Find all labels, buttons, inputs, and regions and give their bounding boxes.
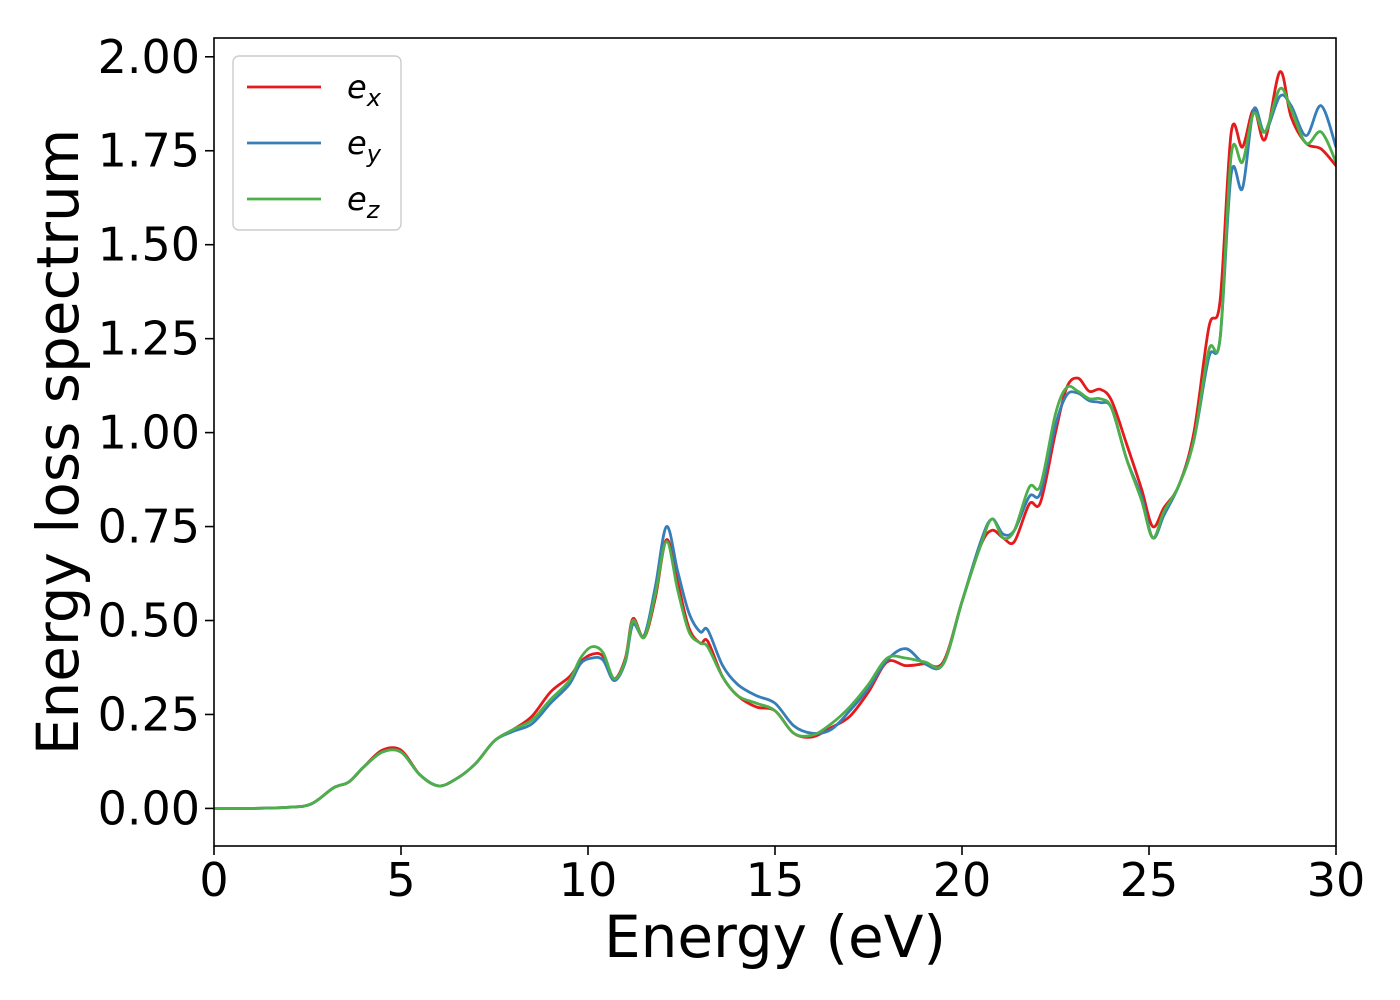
legend-label-z: ez (347, 180, 381, 224)
y-tick-label: 1.25 (98, 312, 200, 366)
y-tick-label: 0.25 (98, 687, 200, 741)
x-axis-ticks: 0 5 10 15 20 25 30 (199, 846, 1365, 907)
x-tick-label: 30 (1307, 853, 1366, 907)
y-tick-label: 2.00 (98, 30, 200, 84)
x-tick-label: 20 (933, 853, 992, 907)
series-layer (214, 70, 1336, 810)
x-tick-label: 25 (1120, 853, 1179, 907)
y-axis-ticks: 0.00 0.25 0.50 0.75 1.00 1.25 1.50 1.75 2.00 (98, 30, 214, 835)
x-tick-label: 15 (746, 853, 805, 907)
y-tick-label: 1.50 (98, 218, 200, 272)
x-tick-label: 10 (559, 853, 618, 907)
y-tick-label: 1.75 (98, 124, 200, 178)
y-tick-label: 1.00 (98, 406, 200, 460)
legend: ex ey ez (232, 55, 402, 231)
y-tick-label: 0.00 (98, 781, 200, 835)
y-tick-label: 0.50 (98, 594, 200, 648)
legend-label-x: ex (347, 68, 382, 112)
legend-label-y: ey (347, 124, 382, 168)
series-line-e-z (214, 86, 1336, 810)
x-tick-label: 0 (199, 853, 228, 907)
y-tick-label: 0.75 (98, 500, 200, 554)
x-tick-label: 5 (386, 853, 415, 907)
x-axis-label: Energy (eV) (604, 903, 946, 971)
y-axis-label: Energy loss spectrum (24, 129, 92, 755)
